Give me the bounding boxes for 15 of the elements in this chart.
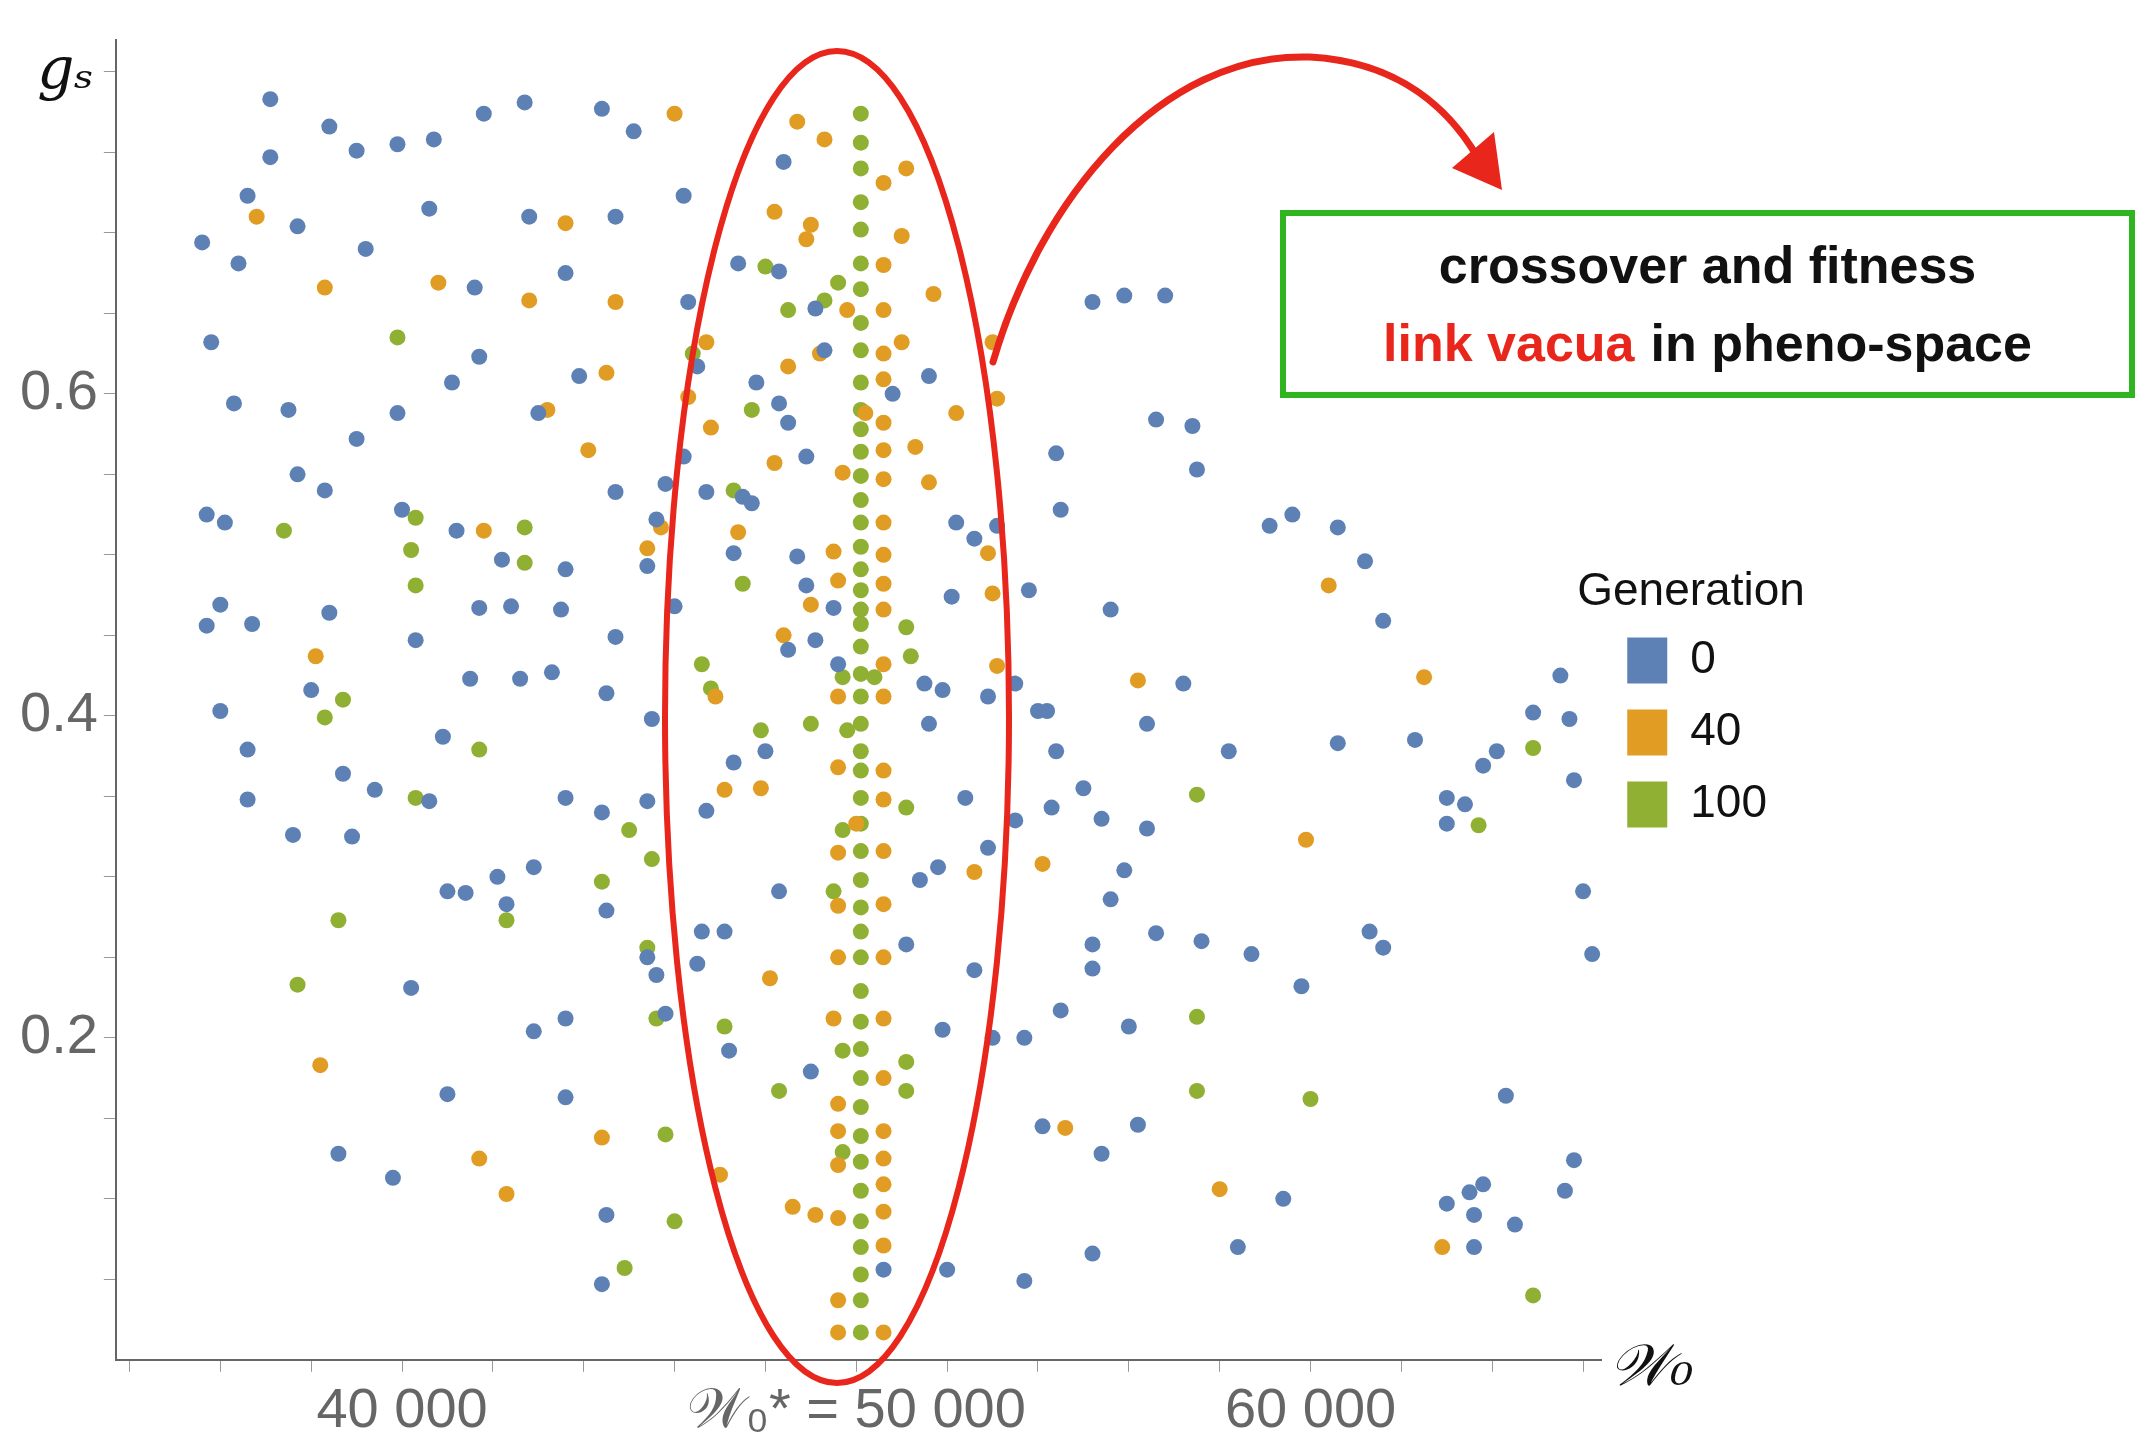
y-tick-label: 0.6 (19, 358, 98, 422)
legend-label: 100 (1690, 775, 1767, 828)
callout-box: crossover and fitness link vacua in pheno-space (1280, 210, 2135, 398)
y-axis-title: gₛ (37, 33, 94, 102)
legend-label: 40 (1690, 703, 1742, 756)
x-tick-label: 60 000 (1224, 1375, 1397, 1439)
legend-title: Generation (1577, 563, 1805, 616)
annotation: crossover and fitness (1437, 235, 1978, 296)
x-axis-title: 𝒲₀ (1609, 1330, 1694, 1399)
annotation: link vacua (1383, 314, 1635, 372)
y-tick-label: 0.4 (19, 680, 98, 744)
x-tick-label: 40 000 (316, 1375, 488, 1439)
x-tick-label: 𝒲₀* = 50 000 (686, 1375, 1026, 1439)
legend-label: 0 (1690, 631, 1716, 684)
y-tick-label: 0.2 (19, 1002, 98, 1066)
